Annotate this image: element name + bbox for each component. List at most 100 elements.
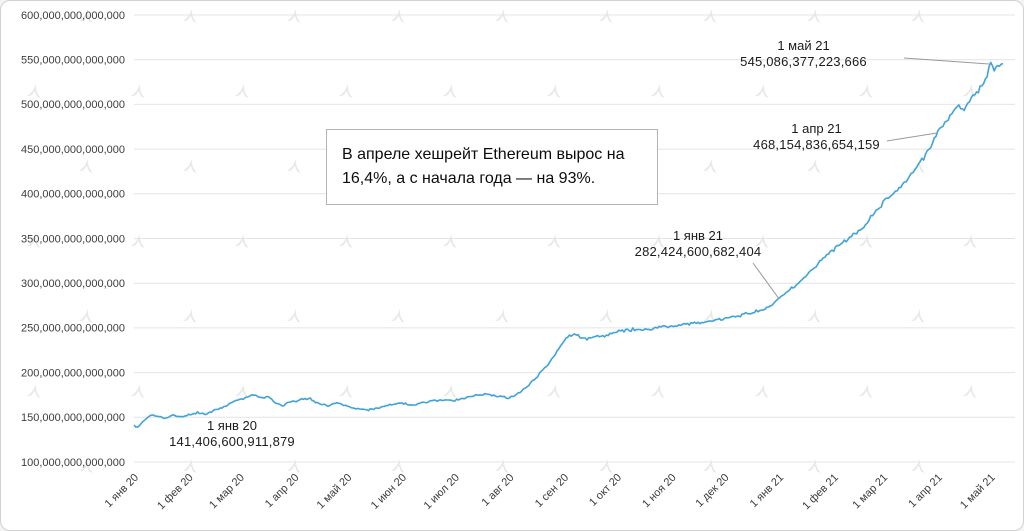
forklog-watermark-icon bbox=[703, 9, 717, 23]
forklog-watermark-icon bbox=[703, 459, 717, 473]
forklog-watermark-glyph bbox=[807, 459, 821, 473]
forklog-watermark-icon bbox=[651, 234, 665, 248]
forklog-watermark-icon bbox=[235, 384, 249, 398]
forklog-watermark-glyph bbox=[27, 84, 41, 98]
forklog-watermark-glyph bbox=[131, 234, 145, 248]
forklog-watermark-glyph bbox=[703, 159, 717, 173]
y-axis-tick-label: 550,000,000,000,000 bbox=[21, 55, 125, 67]
forklog-watermark-icon bbox=[391, 309, 405, 323]
x-axis-tick-label: 1 сен 20 bbox=[533, 472, 571, 510]
forklog-watermark-icon bbox=[235, 234, 249, 248]
forklog-watermark-icon bbox=[443, 384, 457, 398]
forklog-watermark-icon bbox=[27, 234, 41, 248]
forklog-watermark-glyph bbox=[235, 384, 249, 398]
annotation-may-2021: 1 май 21 545,086,377,223,666 bbox=[701, 38, 906, 71]
y-axis-tick-label: 350,000,000,000,000 bbox=[21, 233, 125, 245]
annotation-date: 1 янв 21 bbox=[672, 228, 724, 243]
x-axis-tick-label: 1 июн 20 bbox=[369, 472, 409, 512]
forklog-watermark-icon bbox=[443, 234, 457, 248]
forklog-watermark-icon bbox=[911, 9, 925, 23]
annotation-date: 1 янв 20 bbox=[206, 418, 258, 433]
forklog-watermark-icon bbox=[599, 9, 613, 23]
annotation-apr-2021: 1 апр 21 468,154,836,654,159 bbox=[714, 121, 919, 154]
forklog-watermark-icon bbox=[807, 309, 821, 323]
forklog-watermark-icon bbox=[131, 384, 145, 398]
forklog-watermark-glyph bbox=[859, 384, 873, 398]
forklog-watermark-icon bbox=[339, 234, 353, 248]
forklog-watermark-icon bbox=[287, 459, 301, 473]
x-axis-tick-label: 1 апр 21 bbox=[906, 472, 945, 511]
forklog-watermark-glyph bbox=[755, 234, 769, 248]
forklog-watermark-glyph bbox=[131, 84, 145, 98]
forklog-watermark-glyph bbox=[599, 459, 613, 473]
annotation-date: 1 май 21 bbox=[777, 38, 830, 53]
forklog-watermark-icon bbox=[651, 384, 665, 398]
x-axis-tick-label: 1 янв 20 bbox=[103, 472, 141, 510]
forklog-watermark-glyph bbox=[79, 309, 93, 323]
forklog-watermark-icon bbox=[807, 459, 821, 473]
forklog-watermark-icon bbox=[547, 84, 561, 98]
forklog-watermark-glyph bbox=[183, 309, 197, 323]
forklog-watermark-icon bbox=[651, 84, 665, 98]
y-axis-tick-label: 300,000,000,000,000 bbox=[21, 278, 125, 290]
y-axis-tick-label: 100,000,000,000,000 bbox=[21, 457, 125, 469]
forklog-watermark-icon bbox=[27, 384, 41, 398]
forklog-watermark-icon bbox=[495, 309, 509, 323]
forklog-watermark-icon bbox=[859, 84, 873, 98]
x-axis-tick-label: 1 апр 20 bbox=[263, 472, 302, 511]
callout-box: В апреле хешрейт Ethereum вырос на 16,4%… bbox=[326, 129, 658, 205]
annotation-jan-2021: 1 янв 21 282,424,600,682,404 bbox=[608, 228, 788, 261]
forklog-watermark-glyph bbox=[183, 459, 197, 473]
forklog-watermark-glyph bbox=[27, 384, 41, 398]
x-axis-tick-label: 1 мар 20 bbox=[207, 472, 247, 512]
forklog-watermark-glyph bbox=[79, 459, 93, 473]
forklog-watermark-icon bbox=[807, 9, 821, 23]
forklog-watermark-glyph bbox=[911, 309, 925, 323]
forklog-watermark-glyph bbox=[495, 459, 509, 473]
x-axis-tick-label: 1 авг 20 bbox=[480, 472, 517, 509]
forklog-watermark-icon bbox=[79, 309, 93, 323]
forklog-watermark-glyph bbox=[391, 309, 405, 323]
forklog-watermark-icon bbox=[287, 159, 301, 173]
forklog-watermark-glyph bbox=[651, 234, 665, 248]
forklog-watermark-icon bbox=[495, 459, 509, 473]
forklog-watermark-icon bbox=[391, 459, 405, 473]
forklog-watermark-icon bbox=[79, 159, 93, 173]
callout-text: В апреле хешрейт Ethereum вырос на 16,4%… bbox=[342, 146, 625, 187]
forklog-watermark-glyph bbox=[183, 159, 197, 173]
forklog-watermark-glyph bbox=[547, 234, 561, 248]
y-axis-tick-label: 250,000,000,000,000 bbox=[21, 323, 125, 335]
x-axis-tick-label: 1 май 20 bbox=[315, 472, 355, 512]
y-axis-tick-label: 500,000,000,000,000 bbox=[21, 99, 125, 111]
forklog-watermark-glyph bbox=[547, 84, 561, 98]
forklog-watermark-icon bbox=[599, 309, 613, 323]
y-axis-tick-label: 150,000,000,000,000 bbox=[21, 412, 125, 424]
forklog-watermark-glyph bbox=[807, 309, 821, 323]
forklog-watermark-icon bbox=[339, 384, 353, 398]
forklog-watermark-glyph bbox=[131, 384, 145, 398]
forklog-watermark-icon bbox=[911, 309, 925, 323]
x-axis-tick-label: 1 июл 20 bbox=[422, 472, 462, 512]
forklog-watermark-glyph bbox=[911, 9, 925, 23]
forklog-watermark-glyph bbox=[807, 159, 821, 173]
y-axis-tick-label: 600,000,000,000,000 bbox=[21, 10, 125, 22]
hashrate-line bbox=[133, 61, 1004, 428]
forklog-watermark-icon bbox=[755, 84, 769, 98]
annotation-value: 141,406,600,911,879 bbox=[169, 434, 295, 450]
forklog-watermark-glyph bbox=[79, 9, 93, 23]
forklog-watermark-icon bbox=[963, 234, 977, 248]
forklog-watermark-glyph bbox=[339, 84, 353, 98]
forklog-watermark-glyph bbox=[599, 9, 613, 23]
forklog-watermark-glyph bbox=[651, 84, 665, 98]
forklog-watermark-icon bbox=[287, 9, 301, 23]
forklog-watermark-icon bbox=[755, 234, 769, 248]
forklog-watermark-glyph bbox=[339, 384, 353, 398]
forklog-watermark-icon bbox=[183, 309, 197, 323]
x-axis-tick-label: 1 мар 21 bbox=[850, 472, 890, 512]
annotation-jan-2020: 1 янв 20 141,406,600,911,879 bbox=[151, 418, 313, 451]
forklog-watermark-glyph bbox=[235, 234, 249, 248]
forklog-watermark-glyph bbox=[547, 384, 561, 398]
forklog-watermark-icon bbox=[27, 84, 41, 98]
